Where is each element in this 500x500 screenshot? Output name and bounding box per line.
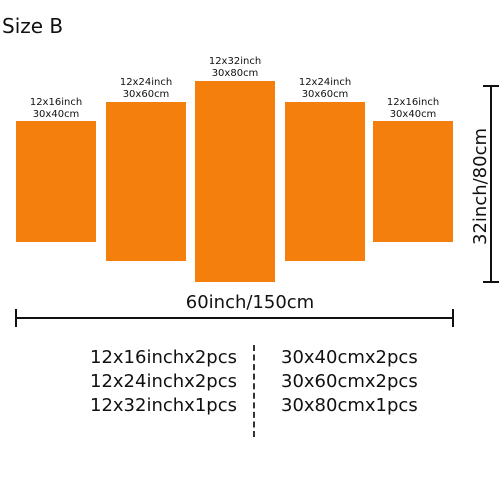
height-dimension-line	[490, 86, 492, 282]
size-title: Size B	[2, 14, 64, 38]
panel-cm-label: 30x60cm	[301, 89, 349, 100]
list-divider	[253, 345, 255, 437]
cm-size-item: 30x60cmx2pcs	[281, 371, 418, 392]
panel-label-5: 12x16inch 30x40cm	[387, 97, 439, 121]
panel-cm-label: 30x40cm	[32, 109, 80, 120]
panel-label-4: 12x24inch 30x60cm	[299, 77, 351, 101]
panel-inch-label: 12x32inch	[208, 56, 262, 67]
panel-inch-label: 12x24inch	[298, 77, 352, 88]
panel-inch-label: 12x16inch	[29, 97, 83, 108]
width-dimension-line	[16, 317, 453, 319]
height-dimension-label: 32inch/80cm	[470, 127, 491, 245]
panel-label-2: 12x24inch 30x60cm	[120, 77, 172, 101]
width-dimension-tick-right	[452, 309, 454, 327]
inch-size-list: 12x16inchx2pcs 12x24inchx2pcs 12x32inchx…	[90, 346, 237, 418]
height-dimension-tick-bottom	[483, 281, 499, 283]
width-dimension-label: 60inch/150cm	[185, 292, 315, 313]
height-dimension-tick-top	[483, 85, 499, 87]
panel-inch-label: 12x24inch	[119, 77, 173, 88]
panel-inch-label: 12x16inch	[386, 97, 440, 108]
canvas-panel-5	[373, 121, 453, 242]
inch-size-item: 12x16inchx2pcs	[90, 347, 237, 368]
inch-size-item: 12x24inchx2pcs	[90, 371, 237, 392]
panel-cm-label: 30x60cm	[122, 89, 170, 100]
panel-cm-label: 30x80cm	[211, 68, 259, 79]
canvas-panel-1	[16, 121, 96, 242]
cm-size-item: 30x40cmx2pcs	[281, 347, 418, 368]
canvas-panel-4	[285, 102, 365, 261]
inch-size-item: 12x32inchx1pcs	[90, 395, 237, 416]
panel-label-3: 12x32inch 30x80cm	[209, 56, 261, 80]
cm-size-item: 30x80cmx1pcs	[281, 395, 418, 416]
panel-label-1: 12x16inch 30x40cm	[30, 97, 82, 121]
canvas-panel-2	[106, 102, 186, 261]
width-dimension-tick-left	[15, 309, 17, 327]
canvas-panel-3	[195, 81, 275, 282]
panel-cm-label: 30x40cm	[389, 109, 437, 120]
cm-size-list: 30x40cmx2pcs 30x60cmx2pcs 30x80cmx1pcs	[281, 346, 418, 418]
